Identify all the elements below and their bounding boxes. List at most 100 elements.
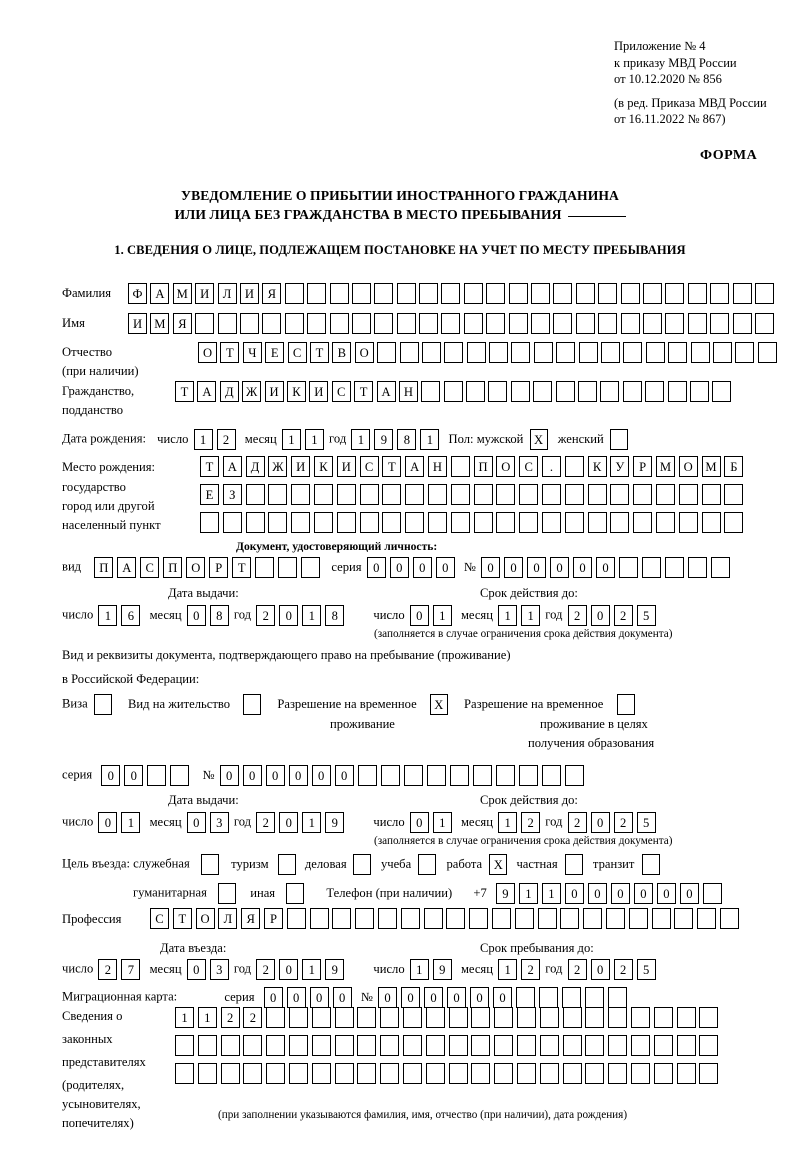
char-cell[interactable] (336, 512, 356, 533)
char-cell[interactable] (449, 764, 469, 786)
char-cell[interactable] (175, 1035, 194, 1056)
char-cell[interactable] (329, 313, 349, 334)
char-cell[interactable] (291, 512, 311, 533)
char-cell[interactable] (533, 381, 553, 402)
char-cell[interactable]: И (264, 381, 284, 402)
char-cell[interactable]: 0 (550, 556, 570, 578)
char-cell[interactable]: В (332, 342, 352, 363)
char-cell[interactable]: С (331, 381, 351, 402)
char-cell[interactable] (630, 1035, 650, 1056)
char-cell[interactable] (585, 1007, 605, 1028)
char-cell[interactable] (466, 342, 486, 363)
char-cell[interactable]: 0 (409, 604, 429, 626)
char-cell[interactable]: 0 (389, 556, 409, 578)
char-cell[interactable] (518, 764, 538, 786)
char-cell[interactable]: Я (241, 908, 261, 929)
char-cell[interactable] (245, 512, 265, 533)
char-cell[interactable]: К (313, 456, 333, 477)
char-cell[interactable]: С (287, 342, 307, 363)
char-cell[interactable]: 0 (564, 882, 584, 904)
char-cell[interactable] (427, 484, 447, 505)
char-cell[interactable] (689, 381, 709, 402)
char-cell[interactable]: 9 (432, 958, 452, 980)
char-cell[interactable] (668, 342, 688, 363)
char-cell[interactable]: 0 (412, 556, 432, 578)
char-cell[interactable] (608, 1063, 628, 1084)
char-cell[interactable]: 0 (242, 764, 262, 786)
char-cell[interactable]: А (376, 381, 396, 402)
char-cell[interactable] (598, 283, 618, 304)
char-cell[interactable] (222, 512, 242, 533)
char-cell[interactable]: И (195, 283, 215, 304)
char-cell[interactable] (676, 1063, 696, 1084)
checkbox-private[interactable] (564, 853, 583, 875)
char-cell[interactable] (699, 1063, 719, 1084)
char-cell[interactable] (307, 283, 327, 304)
checkbox-residence-permit[interactable] (243, 693, 262, 715)
char-cell[interactable]: 0 (263, 986, 283, 1008)
char-cell[interactable]: 7 (121, 958, 141, 980)
char-cell[interactable]: 0 (679, 882, 699, 904)
checkbox-female[interactable] (609, 428, 628, 450)
char-cell[interactable] (332, 908, 352, 929)
char-cell[interactable]: 0 (265, 764, 285, 786)
char-cell[interactable] (382, 512, 402, 533)
char-cell[interactable] (491, 908, 511, 929)
char-cell[interactable] (400, 908, 420, 929)
char-cell[interactable]: 0 (596, 556, 616, 578)
char-cell[interactable] (355, 908, 375, 929)
char-cell[interactable] (311, 1035, 331, 1056)
char-cell[interactable]: 0 (481, 556, 501, 578)
char-cell[interactable] (676, 1007, 696, 1028)
char-cell[interactable]: 2 (243, 1007, 263, 1028)
char-cell[interactable]: С (140, 556, 160, 578)
char-cell[interactable]: 1 (302, 604, 322, 626)
char-cell[interactable]: Б (724, 456, 744, 477)
char-cell[interactable] (450, 512, 470, 533)
char-cell[interactable]: 2 (567, 811, 587, 833)
char-cell[interactable] (665, 556, 685, 578)
char-cell[interactable] (724, 512, 744, 533)
char-cell[interactable] (488, 381, 508, 402)
legal-rep-grid-row-3[interactable] (175, 1063, 722, 1084)
char-cell[interactable] (473, 512, 493, 533)
char-cell[interactable]: 2 (220, 1007, 240, 1028)
char-cell[interactable] (578, 381, 598, 402)
char-cell[interactable]: А (405, 456, 425, 477)
char-cell[interactable] (541, 484, 561, 505)
char-cell[interactable] (419, 283, 439, 304)
char-cell[interactable] (712, 342, 732, 363)
char-cell[interactable] (608, 1035, 628, 1056)
char-cell[interactable] (539, 986, 558, 1008)
char-cell[interactable]: 2 (521, 958, 541, 980)
char-cell[interactable] (334, 1063, 354, 1084)
char-cell[interactable]: 2 (256, 811, 276, 833)
checkbox-temp-residence[interactable]: X (429, 693, 448, 715)
char-cell[interactable]: 0 (186, 604, 206, 626)
char-cell[interactable] (450, 484, 470, 505)
char-cell[interactable] (195, 313, 215, 334)
char-cell[interactable] (710, 283, 730, 304)
char-cell[interactable] (674, 908, 694, 929)
char-cell[interactable]: 3 (209, 958, 229, 980)
char-cell[interactable] (539, 1035, 559, 1056)
char-cell[interactable]: 8 (397, 428, 417, 450)
char-cell[interactable]: 0 (279, 604, 299, 626)
char-cell[interactable] (175, 1063, 194, 1084)
checkbox-work[interactable]: X (489, 853, 508, 875)
char-cell[interactable] (533, 342, 553, 363)
char-cell[interactable]: 0 (309, 986, 329, 1008)
char-cell[interactable] (266, 1063, 286, 1084)
char-cell[interactable]: 8 (325, 604, 345, 626)
checkbox-business[interactable] (352, 853, 371, 875)
char-cell[interactable]: И (128, 313, 147, 334)
birthplace-grid-row-3[interactable] (200, 512, 747, 533)
